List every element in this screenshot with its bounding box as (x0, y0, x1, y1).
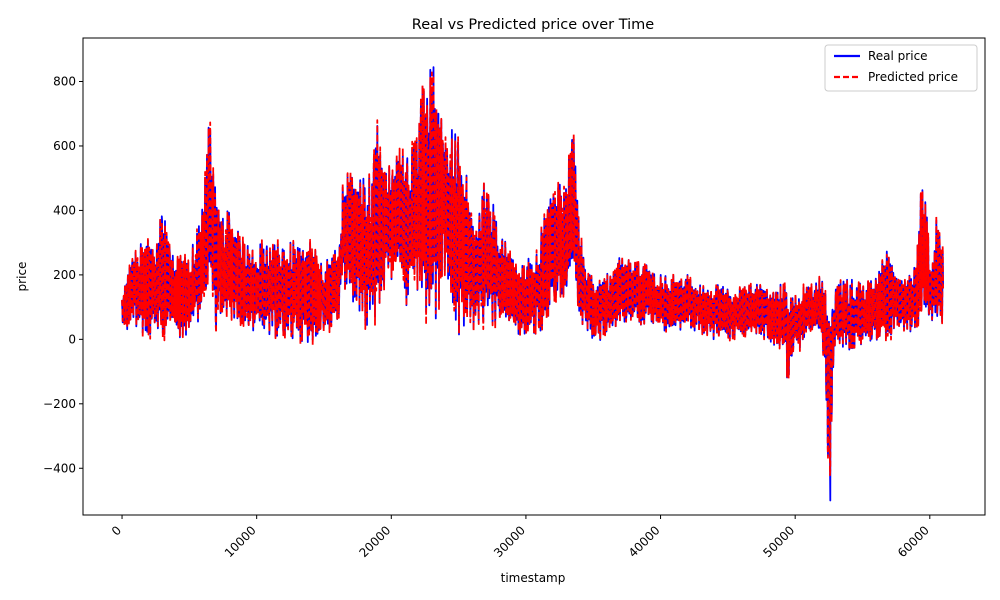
plot-lines (121, 66, 944, 502)
chart-title: Real vs Predicted price over Time (412, 17, 654, 33)
legend-predicted-label: Predicted price (868, 70, 958, 84)
y-axis-title: price (15, 262, 29, 292)
plot-frame (82, 37, 986, 516)
y-tick-label: 800 (53, 75, 76, 89)
y-tick-label: 200 (53, 268, 76, 282)
y-tick-label: −400 (43, 461, 76, 475)
y-tick-label: −200 (43, 397, 76, 411)
predicted-price-line (121, 71, 944, 477)
y-axis: −400 −200 0 200 400 600 800 (43, 75, 83, 475)
legend-box (824, 44, 978, 92)
y-tick-label: 400 (53, 203, 76, 217)
legend: Real price Predicted price (824, 44, 978, 92)
legend-real-label: Real price (868, 49, 928, 63)
y-tick-label: 0 (68, 332, 76, 346)
x-axis-title: timestamp (501, 571, 566, 585)
y-tick-label: 600 (53, 139, 76, 153)
